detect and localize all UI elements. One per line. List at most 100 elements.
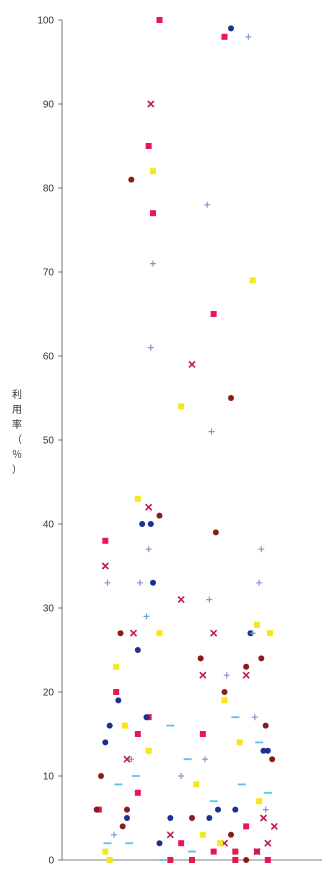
data-point bbox=[199, 671, 207, 679]
data-point bbox=[260, 747, 267, 754]
data-point bbox=[264, 747, 271, 754]
data-point bbox=[188, 360, 196, 368]
data-point bbox=[111, 831, 117, 838]
data-point bbox=[245, 33, 252, 40]
data-point bbox=[264, 839, 272, 847]
data-point bbox=[106, 857, 113, 863]
data-point bbox=[113, 663, 120, 670]
data-point bbox=[193, 781, 200, 788]
data-point bbox=[150, 210, 156, 217]
data-point bbox=[206, 815, 213, 821]
data-point bbox=[208, 428, 215, 435]
data-point bbox=[178, 403, 185, 410]
data-point bbox=[210, 848, 217, 855]
data-point bbox=[102, 739, 109, 746]
data-point bbox=[210, 311, 217, 317]
y-axis-label-char: 用 bbox=[12, 405, 22, 416]
data-point bbox=[128, 176, 135, 183]
data-point bbox=[147, 521, 154, 527]
y-tick-label: 80 bbox=[43, 184, 55, 195]
data-point bbox=[189, 815, 195, 821]
data-point bbox=[254, 621, 260, 628]
data-points bbox=[93, 17, 278, 863]
data-point bbox=[167, 815, 174, 821]
data-point bbox=[167, 857, 174, 863]
data-point bbox=[258, 655, 265, 662]
data-point bbox=[178, 840, 185, 847]
data-point bbox=[267, 630, 273, 637]
data-point bbox=[129, 629, 138, 637]
y-tick-label: 60 bbox=[43, 352, 55, 363]
data-point bbox=[236, 739, 243, 746]
data-point bbox=[177, 596, 185, 604]
y-tick-label: 90 bbox=[43, 100, 55, 111]
data-point bbox=[259, 814, 268, 822]
y-axis-label-char: （ bbox=[12, 434, 22, 446]
y-tick-label: 30 bbox=[43, 604, 55, 615]
data-point bbox=[128, 756, 135, 763]
data-point bbox=[156, 512, 163, 519]
data-point bbox=[134, 789, 141, 796]
data-point bbox=[189, 857, 195, 863]
y-axis-label-char: ％ bbox=[12, 450, 22, 461]
data-point bbox=[101, 562, 109, 570]
data-point bbox=[145, 143, 152, 149]
y-tick-label: 20 bbox=[43, 688, 55, 699]
data-point bbox=[145, 747, 152, 754]
data-point bbox=[210, 629, 218, 637]
data-point bbox=[232, 848, 239, 855]
data-point bbox=[150, 168, 156, 175]
data-point bbox=[104, 579, 111, 586]
data-point bbox=[134, 495, 141, 502]
data-point bbox=[253, 848, 261, 856]
data-point bbox=[166, 831, 174, 839]
data-point bbox=[121, 722, 128, 729]
data-point bbox=[199, 731, 206, 737]
data-point bbox=[232, 806, 239, 813]
data-point bbox=[217, 840, 224, 847]
data-point bbox=[215, 806, 221, 813]
data-point bbox=[102, 848, 109, 855]
y-tick-label: 40 bbox=[43, 520, 55, 531]
data-point bbox=[243, 663, 250, 670]
data-point bbox=[115, 697, 122, 704]
data-point bbox=[134, 731, 141, 737]
data-point bbox=[178, 773, 185, 779]
data-point bbox=[202, 756, 208, 763]
data-point bbox=[270, 822, 278, 830]
data-point bbox=[98, 773, 104, 779]
data-point bbox=[228, 25, 234, 32]
data-point bbox=[243, 857, 250, 863]
data-point bbox=[124, 806, 130, 813]
data-point bbox=[113, 689, 120, 695]
y-tick-label: 50 bbox=[43, 436, 55, 447]
data-point bbox=[147, 100, 155, 108]
data-point bbox=[106, 722, 113, 729]
data-point bbox=[102, 537, 109, 544]
data-point bbox=[143, 714, 150, 721]
axes: 0 10 20 30 40 50 60 70 80 90 100 利用率 （ ％ ） bbox=[12, 16, 322, 867]
data-point bbox=[256, 798, 263, 805]
data-point bbox=[249, 630, 256, 637]
data-point bbox=[117, 630, 124, 637]
y-axis-label-char: 率 bbox=[12, 418, 22, 431]
data-point bbox=[139, 521, 146, 527]
data-point bbox=[123, 755, 131, 763]
y-tick-label: 100 bbox=[37, 16, 54, 27]
data-point bbox=[156, 840, 163, 847]
y-tick-label: 0 bbox=[48, 856, 54, 867]
data-point bbox=[199, 831, 206, 838]
data-point bbox=[258, 546, 265, 553]
data-point bbox=[223, 672, 230, 679]
data-point bbox=[249, 277, 256, 284]
data-point bbox=[119, 823, 126, 830]
data-point bbox=[221, 697, 228, 704]
data-point bbox=[242, 671, 250, 679]
data-point bbox=[147, 344, 154, 351]
data-point bbox=[156, 17, 163, 23]
data-point bbox=[137, 579, 143, 586]
data-point bbox=[150, 260, 156, 267]
data-point bbox=[228, 395, 234, 401]
y-tick-label: 70 bbox=[43, 268, 55, 279]
